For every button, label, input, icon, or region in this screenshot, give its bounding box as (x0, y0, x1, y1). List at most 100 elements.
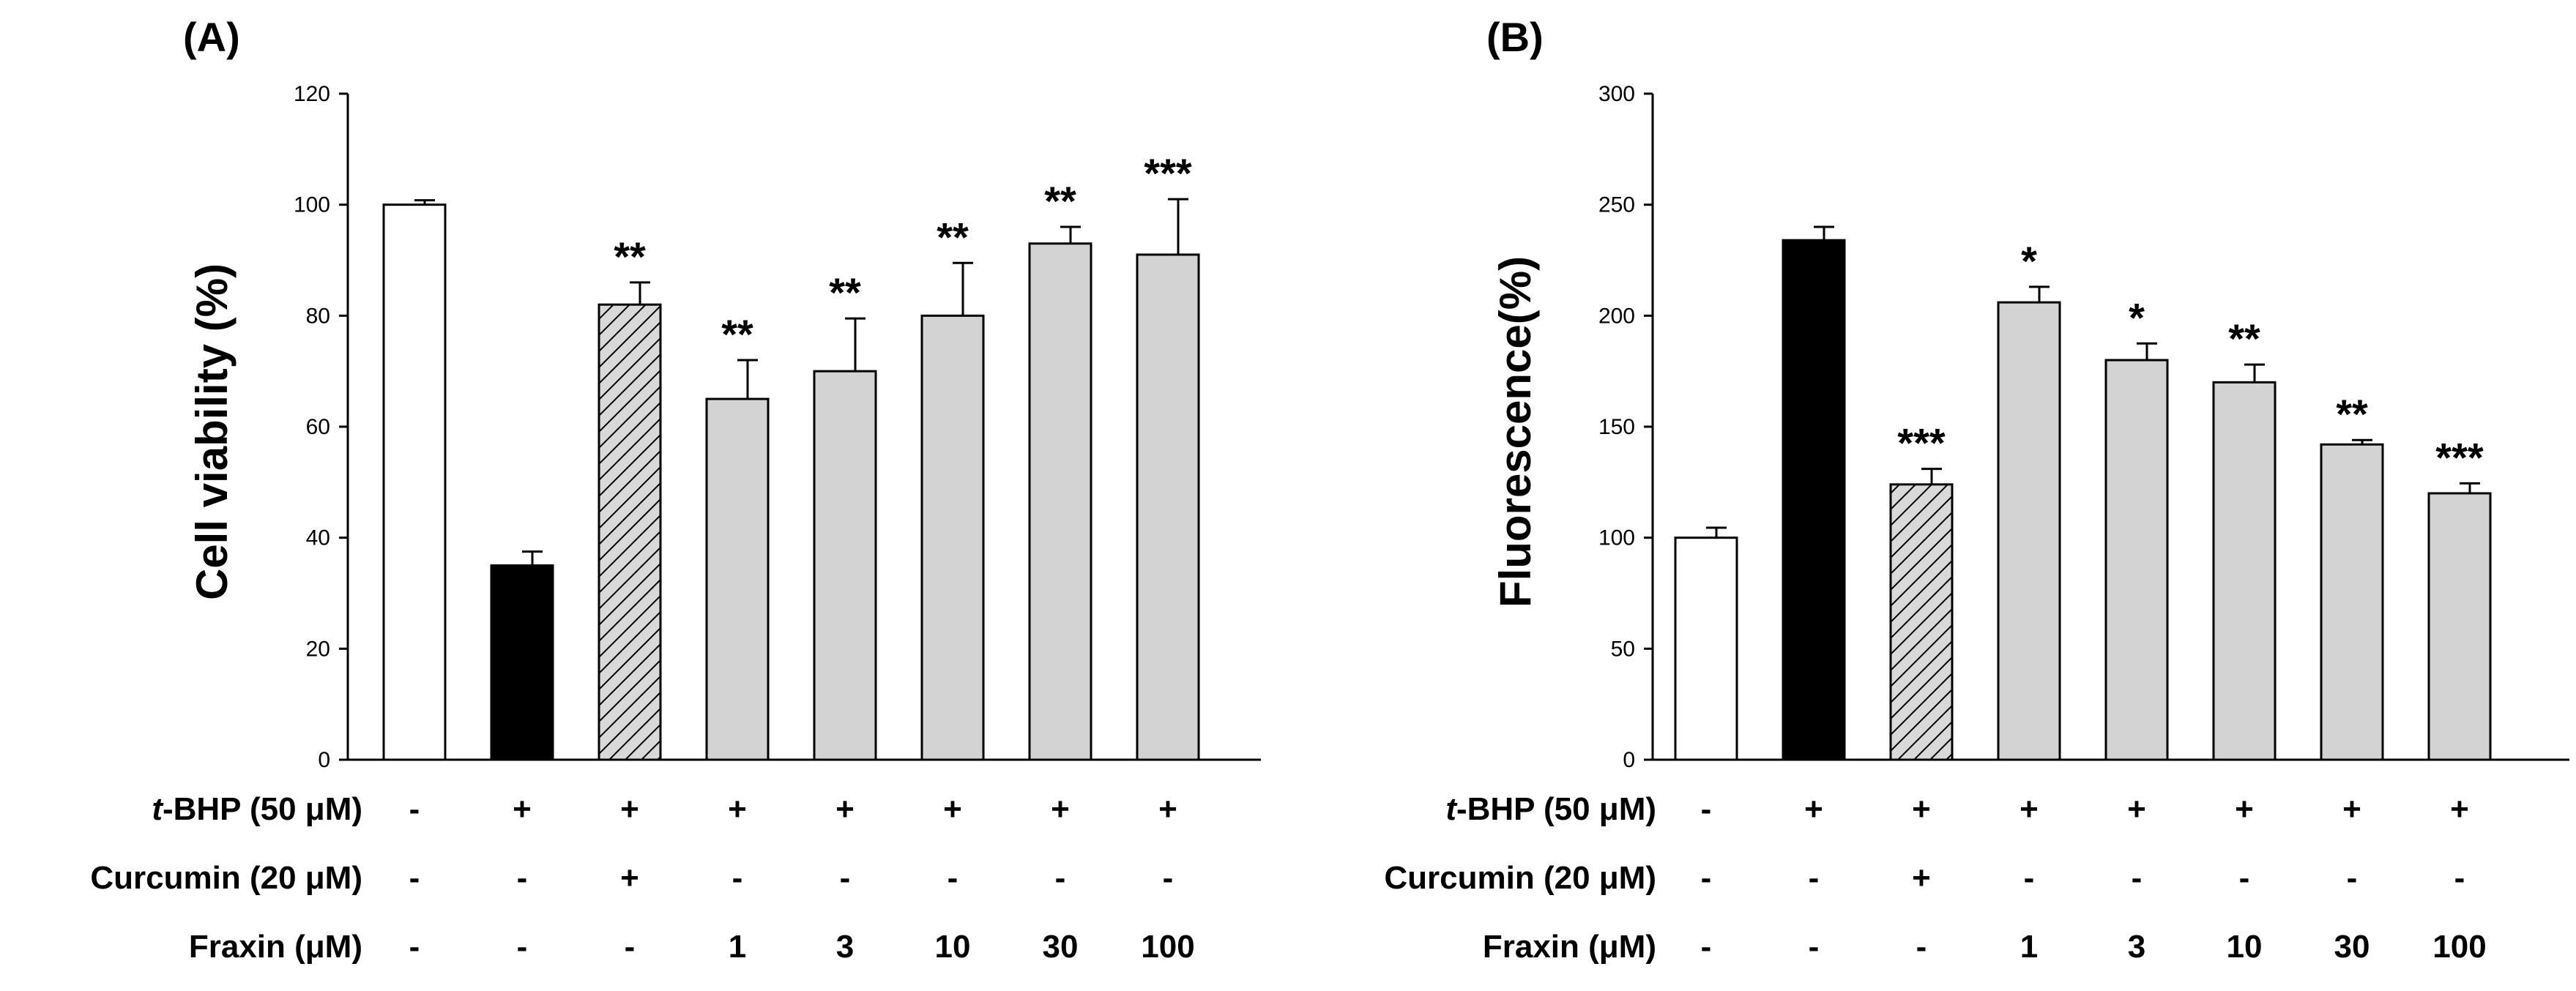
panel-a-row-tbhp-label: t-BHP (50 μM) (152, 791, 362, 827)
panel-b-significance: *** (1897, 420, 1946, 466)
panel-b-bar (1891, 485, 1952, 760)
panel-b-row-tbhp-label: t-BHP (50 μM) (1445, 791, 1656, 827)
panel-a-condition-cell: - (840, 860, 851, 896)
panel-a-condition-cell: + (620, 791, 639, 827)
panel-b-significance: * (2129, 294, 2145, 340)
panel-b-condition-cell: + (2127, 791, 2146, 827)
panel-b-ytick-label: 50 (1611, 637, 1635, 661)
panel-a-condition-cell: - (1055, 860, 1066, 896)
panel-a-condition-cell: - (1163, 860, 1174, 896)
panel-a-ytick-label: 60 (306, 415, 330, 439)
panel-b-condition-cell: - (1701, 929, 1712, 965)
panel-b-condition-cell: + (2342, 791, 2361, 827)
panel-a-significance: ** (721, 311, 753, 357)
panel-b-condition-cell: - (2454, 860, 2465, 896)
panel-b-condition-cell: + (2235, 791, 2254, 827)
panel-a-ytick-label: 80 (306, 304, 330, 328)
panel-a-condition-cell: 10 (935, 929, 971, 965)
panel-b-label: (B) (1486, 14, 1544, 60)
panel-a-bar (814, 371, 876, 760)
panel-a-bar (384, 205, 445, 760)
panel-a-ylabel: Cell viability (%) (187, 263, 237, 600)
panel-b-ytick-label: 300 (1598, 82, 1635, 106)
panel-b-ylabel: Fluorescence(%) (1491, 256, 1540, 607)
panel-a-condition-cell: - (409, 791, 420, 827)
panel-a-bar (707, 399, 768, 760)
panel-a-ytick-label: 0 (318, 748, 330, 772)
panel-b-condition-cell: + (2020, 791, 2039, 827)
panel-b-bar (2321, 444, 2383, 760)
panel-a-condition-cell: 1 (729, 929, 746, 965)
panel-a-condition-cells: - + + + + + + + - - + - - - - - - - - 1 3 10 30 100 (409, 791, 1195, 965)
panel-b: (B) Fluorescence(%) 050100150200250300**… (1384, 14, 2569, 965)
panel-b-bar (1675, 538, 1737, 760)
panel-b-condition-cells: - + + + + + + + - - + - - - - - - - - 1 3 10 30 100 (1701, 791, 2487, 965)
panel-a-significance: *** (1144, 150, 1192, 196)
panel-a-condition-cell: - (625, 929, 636, 965)
panel-b-significance: ** (2228, 315, 2260, 362)
panel-a-significance: ** (614, 233, 646, 280)
panel-b-condition-cell: 1 (2020, 929, 2038, 965)
panel-a-bar (1030, 244, 1091, 760)
panel-a-condition-cell: - (948, 860, 958, 896)
panel-b-condition-cell: - (2239, 860, 2250, 896)
panel-b-condition-cell: + (1804, 791, 1823, 827)
panel-b-condition-cell: - (2132, 860, 2143, 896)
panel-b-condition-cell: - (2347, 860, 2358, 896)
panel-b-condition-cell: - (1701, 860, 1712, 896)
panel-a-condition-cell: + (943, 791, 962, 827)
panel-a-condition-cell: + (513, 791, 532, 827)
panel-b-bar (2106, 360, 2167, 760)
panel-a-condition-cell: + (1051, 791, 1070, 827)
panel-b-condition-cell: - (2024, 860, 2035, 896)
panel-a-condition-cell: - (409, 929, 420, 965)
panel-a: (A) Cell viability (%) 0 20 40 60 80 100 120 **… (90, 14, 1261, 965)
panel-a-ytick-label: 120 (294, 82, 330, 106)
panel-b-condition-cell: - (1916, 929, 1927, 965)
panel-b-condition-cell: 100 (2432, 929, 2486, 965)
panel-b-condition-cell: - (1701, 791, 1712, 827)
panel-a-condition-cell: - (517, 860, 528, 896)
panel-a-condition-cell: + (620, 860, 639, 896)
panel-a-ytick-label: 40 (306, 526, 330, 550)
panel-b-row-curcumin-label: Curcumin (20 μM) (1384, 860, 1656, 896)
panel-a-condition-cell: + (835, 791, 855, 827)
panel-b-bar (1783, 240, 1844, 760)
panel-a-ytick-label: 100 (294, 193, 330, 217)
panel-b-ytick-label: 200 (1598, 304, 1635, 328)
panel-a-condition-cell: 100 (1141, 929, 1194, 965)
panel-b-row-fraxin-label: Fraxin (μM) (1483, 929, 1656, 965)
panel-b-condition-cell: - (1809, 929, 1820, 965)
panel-a-significance: ** (937, 214, 969, 260)
panel-b-condition-cell: - (1809, 860, 1820, 896)
panel-a-condition-cell: - (732, 860, 743, 896)
panel-a-condition-cell: - (409, 860, 420, 896)
panel-b-significance: *** (2435, 434, 2484, 480)
panel-b-significance: ** (2336, 391, 2368, 437)
panel-b-condition-cell: 10 (2227, 929, 2263, 965)
panel-b-condition-cell: + (2450, 791, 2469, 827)
panel-b-condition-cell: 30 (2334, 929, 2370, 965)
panel-a-condition-cell: 30 (1043, 929, 1079, 965)
panel-b-significance: * (2021, 238, 2037, 284)
panel-a-row-fraxin-label: Fraxin (μM) (189, 929, 362, 965)
panel-a-bar (922, 315, 983, 760)
panel-a-condition-cell: 3 (836, 929, 854, 965)
panel-a-significance: ** (1044, 178, 1076, 224)
panel-a-bar (1137, 255, 1199, 760)
panel-b-ytick-label: 250 (1598, 193, 1635, 217)
panel-b-bar (2429, 493, 2490, 760)
panel-b-bar (1998, 302, 2060, 760)
panel-a-significance: ** (829, 269, 861, 315)
panel-b-condition-cell: + (1912, 791, 1931, 827)
panel-a-bar (491, 566, 553, 760)
panel-b-ytick-label: 0 (1623, 748, 1635, 772)
panel-b-ytick-label: 150 (1598, 415, 1635, 439)
panel-b-condition-cell: 3 (2128, 929, 2145, 965)
panel-b-condition-cell: + (1912, 860, 1931, 896)
panel-a-ytick-label: 20 (306, 637, 330, 661)
panel-a-condition-cell: + (728, 791, 747, 827)
panel-b-bar (2214, 382, 2275, 760)
